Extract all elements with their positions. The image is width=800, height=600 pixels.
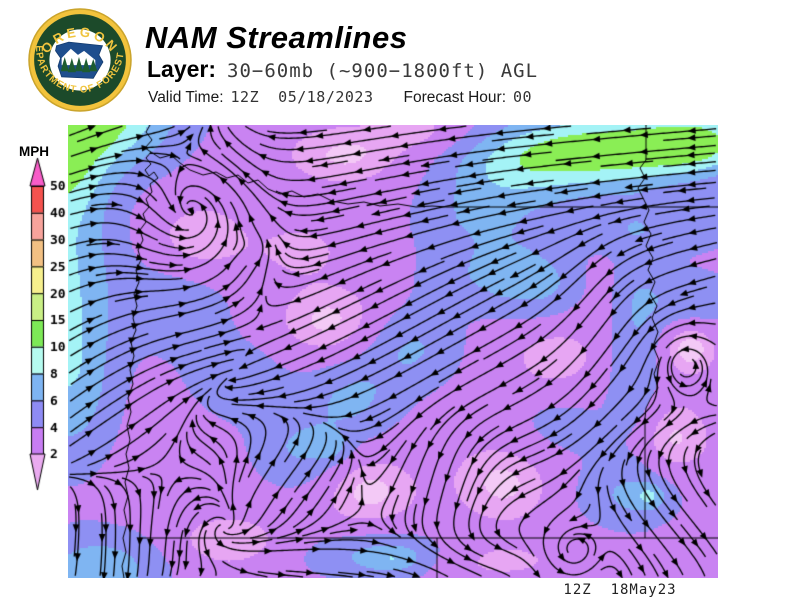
trees-icon	[60, 56, 98, 73]
map-timestamp: 12Z 18May23	[563, 582, 677, 598]
layer-value: 30−60mb (~900−1800ft) AGL	[227, 60, 539, 82]
streamline-map	[68, 125, 718, 578]
forecast-hour-value: 00	[513, 88, 533, 106]
page-title: NAM Streamlines	[145, 20, 408, 55]
layer-label: Layer:	[147, 56, 217, 82]
oregon-forestry-seal-icon: OREGON DEPARTMENT OF FORESTRY	[24, 0, 132, 112]
valid-time-label: Valid Time:	[148, 89, 224, 106]
oregon-forestry-logo: OREGON DEPARTMENT OF FORESTRY	[24, 0, 132, 112]
layer-line: Layer: 30−60mb (~900−1800ft) AGL	[147, 56, 538, 83]
forecast-hour-label: Forecast Hour:	[403, 89, 507, 106]
colorbar-units-label: MPH	[19, 144, 49, 159]
valid-time-line: Valid Time: 12Z 05/18/2023 Forecast Hour…	[148, 88, 532, 107]
valid-time-value: 12Z 05/18/2023	[230, 88, 374, 106]
